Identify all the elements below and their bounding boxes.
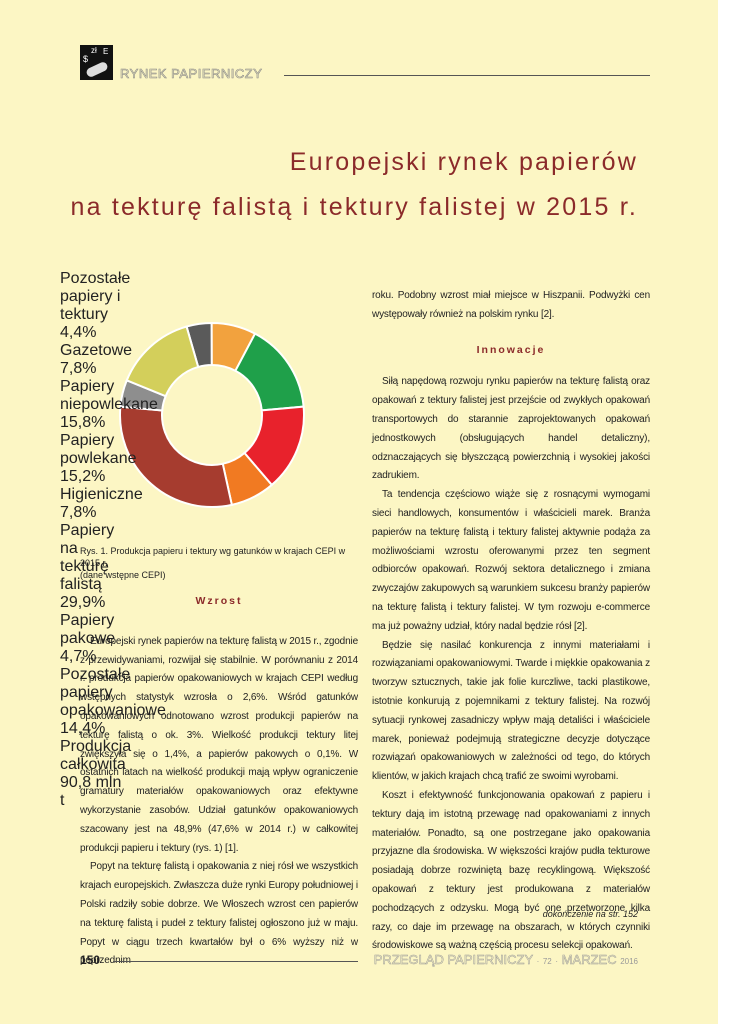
separator: · — [555, 957, 559, 966]
chart-labels: Pozostałe papiery i tektury 4,4% Gazetowe 7… — [60, 270, 370, 809]
caption-line: (dane wstępne CEPI) — [80, 570, 166, 580]
right-column: roku. Podobny wzrost miał miejsce w Hisz… — [372, 287, 650, 956]
category-name: Gazetowe — [60, 342, 133, 359]
magazine-name: PRZEGLĄD PAPIERNICZY — [373, 952, 534, 968]
paragraph: Ta tendencja częściowo wiąże się z rosną… — [372, 489, 650, 632]
paragraph: Będzie się nasilać konkurencja z innymi … — [372, 639, 650, 783]
month: MARZEC — [561, 952, 617, 968]
value-label: 4,7% — [60, 648, 97, 665]
section-heading: Wzrost — [195, 595, 243, 607]
paragraph: Siłą napędową rozwoju rynku papierów na … — [372, 376, 650, 482]
segment-label: Papiery powlekane 15,2% — [60, 432, 137, 486]
figure-caption: Rys. 1. Produkcja papieru i tektury wg g… — [80, 545, 360, 581]
page-number: 150 — [80, 953, 101, 967]
donut-segment — [125, 325, 200, 398]
category-name: Pozostałe papiery i tektury — [60, 270, 131, 323]
center-label: Produkcja całkowita 90,8 mln t — [60, 738, 132, 810]
icon-roll — [85, 60, 109, 79]
category-name: Higieniczne — [60, 486, 143, 503]
segment-label: Papiery niepowlekane 15,8% — [60, 378, 158, 432]
paragraph: Koszt i efektywność funkcjonowania opako… — [372, 789, 650, 952]
value-label: 4,4% — [60, 324, 97, 341]
issue: 72 — [542, 957, 552, 966]
section-heading: Innowacje — [476, 343, 546, 356]
category-name: Pozostałe papiery opakowaniowe — [60, 666, 166, 719]
footer-rule — [113, 961, 358, 962]
center-label-line: całkowita — [60, 756, 126, 773]
center-label-line: 90,8 mln t — [60, 774, 122, 809]
donut-chart — [119, 321, 305, 508]
paragraph: Europejski rynek papierów na tekturę fal… — [80, 635, 358, 854]
title-line: Europejski rynek papierów — [289, 148, 638, 176]
value-label: 7,8% — [60, 504, 97, 521]
segment-label: Pozostałe papiery opakowaniowe 14,4% — [60, 666, 166, 738]
title-line: na tekturę falistą i tektury falistej w … — [70, 193, 638, 221]
header-rule — [284, 75, 650, 76]
separator: · — [536, 957, 540, 966]
segment-label: Higieniczne 7,8% — [60, 486, 143, 522]
segment-label: Papiery na tekturę falistą 29,9% — [60, 522, 130, 612]
value-label: 15,2% — [60, 468, 106, 485]
section-name: RYNEK PAPIERNICZY — [120, 66, 263, 82]
value-label: 15,8% — [60, 414, 106, 431]
section-icon: $ zł E — [80, 45, 113, 80]
value-label: 29,9% — [60, 594, 106, 611]
category-name: Papiery powlekane — [60, 432, 137, 467]
icon-symbol: E — [103, 47, 109, 56]
value-label: 7,8% — [60, 360, 97, 377]
value-label: 14,4% — [60, 720, 106, 737]
center-label-line: Produkcja — [60, 738, 132, 755]
paragraph: roku. Podobny wzrost miał miejsce w Hisz… — [372, 290, 650, 320]
segment-label: Gazetowe 7,8% — [60, 342, 133, 378]
icon-symbol: zł — [91, 46, 97, 55]
category-name: Papiery na tekturę falistą — [60, 522, 115, 593]
icon-symbol: $ — [83, 54, 89, 64]
continued-note: dokończenie na str. 152 — [542, 909, 638, 919]
paragraph: Popyt na tekturę falistą i opakowania z … — [80, 861, 358, 967]
year: 2016 — [620, 957, 638, 966]
left-column: Wzrost Europejski rynek papierów na tekt… — [80, 576, 358, 971]
category-name: Papiery niepowlekane — [60, 378, 158, 413]
caption-line: Rys. 1. Produkcja papieru i tektury wg g… — [80, 546, 346, 568]
segment-label: Pozostałe papiery i tektury 4,4% — [60, 270, 130, 342]
footer-magazine: PRZEGLĄD PAPIERNICZY · 72 · MARZEC 2016 — [373, 952, 638, 968]
donut-segment — [119, 405, 234, 508]
